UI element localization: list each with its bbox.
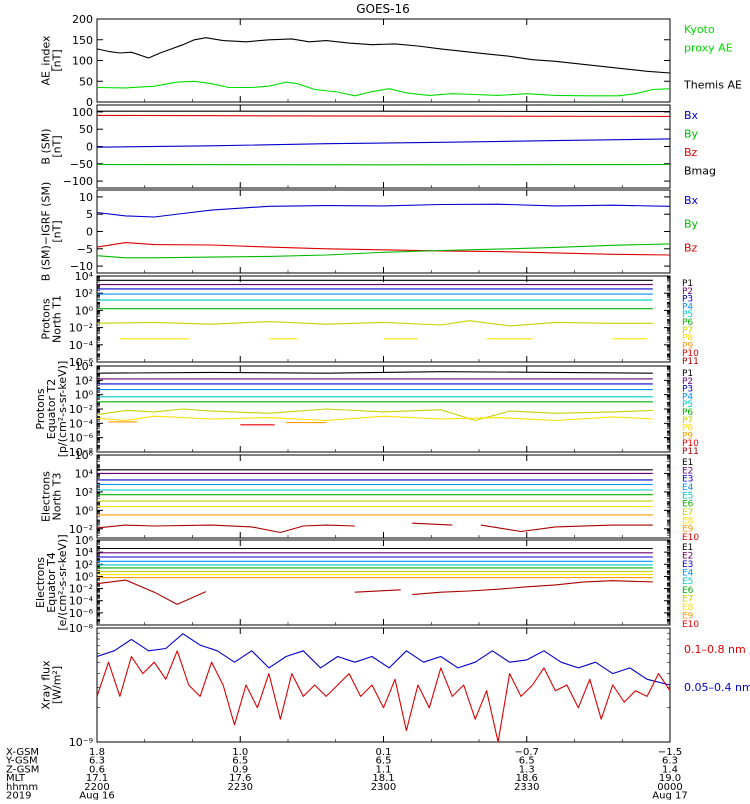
plot-title: GOES-16	[356, 2, 410, 16]
y-tick-label-pe: 10⁻⁶	[69, 432, 94, 445]
series-line-b-bx	[97, 139, 670, 147]
y-tick-label-pe: 10⁻⁴	[69, 417, 94, 430]
y-tick-label-b: −50	[70, 158, 93, 171]
series-line-ee-e10	[97, 580, 206, 604]
y-tick-label-en: 10⁰	[75, 504, 94, 517]
y-tick-label-b: −100	[63, 175, 93, 188]
legend-entry-b: By	[684, 127, 699, 140]
series-line-bigrf-bx	[97, 204, 670, 217]
series-line-pn-p7	[97, 321, 653, 326]
y-tick-label-bigrf: 10	[79, 191, 93, 204]
legend-entry-ee: E10	[682, 620, 699, 630]
y-tick-label-ee: 10⁻⁶	[69, 607, 94, 620]
y-axis-label-xray: [W/m²]	[51, 666, 64, 704]
legend-entry-ae: proxy AE	[684, 41, 733, 54]
y-tick-label-bigrf: 5	[86, 208, 93, 221]
y-tick-label-ae: 100	[72, 55, 93, 68]
y-tick-label-pn: 10⁴	[75, 270, 94, 283]
series-line-b-bz	[97, 115, 670, 116]
y-tick-label-xray: 10⁻⁸	[69, 622, 94, 635]
legend-entry-ae: Kyoto	[684, 23, 715, 36]
legend-entry-pn: P11	[682, 357, 699, 367]
legend-entry-b: Bz	[684, 146, 698, 159]
x-axis-row-label: 2019	[6, 791, 31, 801]
y-tick-label-pn: 10⁰	[75, 304, 94, 317]
y-tick-label-ee: 10⁰	[75, 570, 94, 583]
y-tick-label-ee: 10²	[75, 558, 93, 571]
legend-entry-ae: Themis AE	[683, 78, 742, 91]
series-line-bigrf-by	[97, 244, 670, 258]
series-line-ae-themis-ae	[97, 38, 670, 73]
y-tick-label-ae: 200	[72, 13, 93, 26]
series-line-pe-p1	[97, 372, 653, 374]
y-tick-label-pe: 10²	[75, 374, 93, 387]
series-line-ee-e10	[412, 581, 653, 595]
legend-entry-xray: 0.05–0.4 nm	[684, 681, 750, 694]
y-tick-label-ae: 150	[72, 34, 93, 47]
y-tick-label-ee: 10⁴	[75, 546, 94, 559]
y-axis-label-en: North T3	[51, 473, 64, 521]
y-tick-label-ee: 10⁻²	[69, 583, 93, 596]
y-axis-label-pn: North T1	[51, 295, 64, 343]
y-tick-label-en: 10⁶	[75, 449, 94, 462]
y-tick-label-ae: 50	[79, 75, 93, 88]
x-axis-row-value: 2230	[228, 782, 253, 793]
series-line-pe-p7	[97, 409, 653, 421]
legend-entry-xray: 0.1–0.8 nm	[684, 643, 746, 656]
legend-entry-bigrf: Bx	[684, 194, 699, 207]
legend-entry-pe: P11	[682, 447, 699, 457]
series-line-ae-kyoto-proxy-ae	[97, 81, 670, 96]
y-tick-label-pe: 10⁴	[75, 360, 94, 373]
legend-entry-bigrf: Bz	[684, 241, 698, 254]
x-axis-row-value: 2330	[514, 782, 539, 793]
y-axis-label-pe: [p/(cm²-s-sr-keV)]	[56, 361, 69, 458]
series-line-bigrf-bz	[97, 243, 670, 255]
y-tick-label-b: 0	[86, 141, 93, 154]
x-axis-row-value: 2300	[371, 782, 396, 793]
panel-frame-bigrf	[97, 190, 670, 273]
series-line-en-e10	[412, 523, 452, 525]
y-tick-label-b: 50	[79, 123, 93, 136]
y-tick-label-bigrf: −5	[77, 243, 93, 256]
legend-entry-b: Bmag	[684, 164, 716, 177]
series-line-en-e10	[481, 525, 653, 531]
y-axis-label-ae: [nT]	[51, 49, 64, 71]
y-axis-label-bigrf: [nT]	[51, 220, 64, 242]
y-tick-label-en: 10²	[75, 486, 93, 499]
y-tick-label-pn: 10⁻⁴	[69, 339, 94, 352]
y-axis-label-b: [nT]	[51, 135, 64, 157]
series-line-en-e10	[97, 525, 355, 532]
series-line-pe-p8	[97, 416, 653, 420]
legend-entry-en: E10	[682, 533, 699, 543]
legend-entry-b: Bx	[684, 109, 699, 122]
y-tick-label-pn: 10⁻²	[69, 322, 93, 335]
y-tick-label-pn: 10²	[75, 287, 93, 300]
y-tick-label-b: 100	[72, 106, 93, 119]
panel-frame-xray	[97, 628, 670, 742]
series-line-xray-0-05-0-4-nm	[97, 634, 670, 685]
y-tick-label-ee: 10⁻⁴	[69, 595, 94, 608]
y-axis-label-ee: [e/(cm²-s-sr-keV)]	[56, 534, 69, 630]
y-tick-label-en: 10⁴	[75, 467, 94, 480]
y-tick-label-ee: 10⁶	[75, 534, 94, 547]
y-tick-label-pe: 10⁰	[75, 389, 94, 402]
y-tick-label-bigrf: 0	[86, 226, 93, 239]
y-tick-label-pe: 10⁻²	[69, 403, 93, 416]
series-line-ee-e10	[355, 590, 401, 592]
x-axis-row-value: Aug 16	[79, 791, 114, 801]
x-axis-row-value: Aug 17	[652, 791, 687, 801]
legend-entry-bigrf: By	[684, 218, 699, 231]
